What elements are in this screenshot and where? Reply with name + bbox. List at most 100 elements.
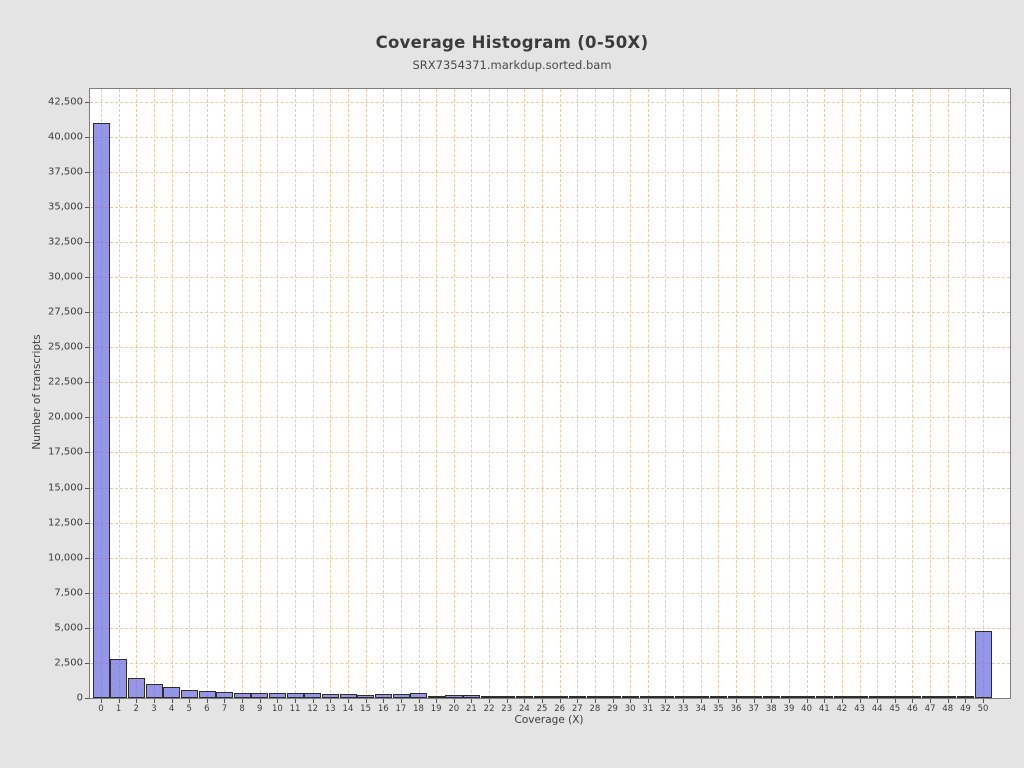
x-tick-label: 13	[324, 704, 336, 714]
histogram-bar	[604, 696, 622, 698]
x-tick-mark	[400, 699, 402, 703]
x-tick-label: 29	[607, 704, 618, 714]
x-tick-mark	[594, 699, 596, 703]
x-tick-mark	[841, 699, 843, 703]
histogram-bar	[322, 694, 340, 698]
x-tick-mark	[189, 699, 191, 703]
histogram-bar	[763, 696, 781, 698]
histogram-bar	[339, 694, 357, 698]
x-tick-label: 18	[413, 704, 424, 714]
histogram-bar	[304, 692, 322, 698]
horizontal-gridline	[90, 382, 1010, 384]
x-tick-label: 25	[536, 704, 548, 714]
vertical-gridline	[136, 89, 138, 698]
x-tick-label: 8	[239, 704, 245, 714]
histogram-bar	[886, 696, 904, 698]
x-tick-mark	[330, 699, 332, 703]
x-tick-label: 23	[501, 704, 513, 714]
y-tick-mark	[85, 698, 89, 699]
histogram-bar	[357, 695, 375, 698]
horizontal-gridline	[90, 592, 1010, 594]
x-tick-mark	[224, 699, 226, 703]
vertical-gridline	[983, 89, 984, 698]
x-tick-label: 33	[677, 704, 689, 714]
x-tick-label: 20	[448, 704, 460, 714]
horizontal-gridline	[90, 347, 1010, 349]
histogram-bar	[657, 696, 675, 698]
vertical-gridline	[736, 89, 738, 698]
x-tick-label: 10	[271, 704, 283, 714]
histogram-bar	[868, 696, 886, 698]
x-tick-mark	[559, 699, 561, 703]
y-tick-mark	[85, 277, 89, 279]
histogram-bar	[780, 696, 798, 698]
x-tick-mark	[347, 699, 349, 703]
x-tick-label: 41	[818, 704, 830, 714]
horizontal-gridline	[90, 627, 1010, 629]
horizontal-gridline	[90, 171, 1010, 173]
histogram-bar	[251, 692, 269, 698]
x-tick-label: 11	[289, 704, 301, 714]
x-tick-mark	[912, 699, 914, 703]
x-tick-mark	[524, 699, 526, 703]
x-tick-mark	[718, 699, 720, 703]
x-tick-label: 38	[765, 704, 777, 714]
histogram-bar	[798, 696, 816, 698]
x-tick-mark	[136, 699, 138, 703]
vertical-gridline	[788, 89, 790, 698]
vertical-gridline	[206, 89, 208, 698]
x-tick-mark	[947, 699, 949, 703]
histogram-bar	[498, 695, 516, 698]
horizontal-gridline	[90, 417, 1010, 419]
horizontal-gridline	[90, 312, 1010, 314]
x-tick-label: 27	[571, 704, 583, 714]
y-tick-mark	[85, 592, 89, 594]
x-tick-label: 48	[942, 704, 954, 714]
histogram-bar	[410, 693, 428, 698]
y-tick-mark	[85, 522, 89, 524]
vertical-gridline	[224, 89, 226, 698]
x-tick-label: 30	[624, 704, 636, 714]
x-tick-mark	[153, 699, 155, 703]
x-tick-label: 24	[518, 704, 530, 714]
vertical-gridline	[277, 89, 279, 698]
y-tick-mark	[85, 627, 89, 629]
y-tick-label: 40,000	[48, 131, 83, 143]
x-tick-mark	[930, 699, 932, 703]
horizontal-gridline	[90, 241, 1010, 243]
horizontal-gridline	[90, 522, 1010, 524]
x-tick-mark	[471, 699, 473, 703]
vertical-gridline	[365, 89, 367, 698]
x-tick-mark	[788, 699, 790, 703]
x-tick-label: 42	[836, 704, 848, 714]
vertical-gridline	[453, 89, 455, 698]
x-tick-mark	[612, 699, 614, 703]
histogram-bar	[92, 122, 110, 698]
chart-title: Coverage Histogram (0-50X)	[375, 33, 649, 52]
x-tick-mark	[894, 699, 896, 703]
x-tick-mark	[101, 699, 102, 703]
x-tick-label: 37	[748, 704, 760, 714]
histogram-bar	[586, 696, 604, 698]
histogram-bar	[163, 687, 181, 698]
x-tick-mark	[983, 699, 984, 703]
x-tick-mark	[171, 699, 173, 703]
x-axis-title: Coverage (X)	[514, 714, 584, 726]
y-tick-mark	[85, 101, 89, 103]
x-tick-label: 36	[730, 704, 742, 714]
x-tick-mark	[965, 699, 967, 703]
x-tick-label: 26	[554, 704, 566, 714]
x-tick-mark	[242, 699, 244, 703]
histogram-bar	[551, 696, 569, 698]
vertical-gridline	[524, 89, 526, 698]
x-tick-mark	[630, 699, 632, 703]
x-tick-label: 7	[221, 704, 228, 714]
y-tick-mark	[85, 417, 89, 419]
y-tick-mark	[85, 487, 89, 489]
x-tick-label: 2	[133, 704, 139, 714]
vertical-gridline	[471, 89, 473, 698]
y-tick-label: 2,500	[54, 657, 83, 669]
vertical-gridline	[841, 89, 843, 698]
histogram-bar	[692, 696, 710, 698]
x-tick-label: 5	[186, 704, 192, 714]
